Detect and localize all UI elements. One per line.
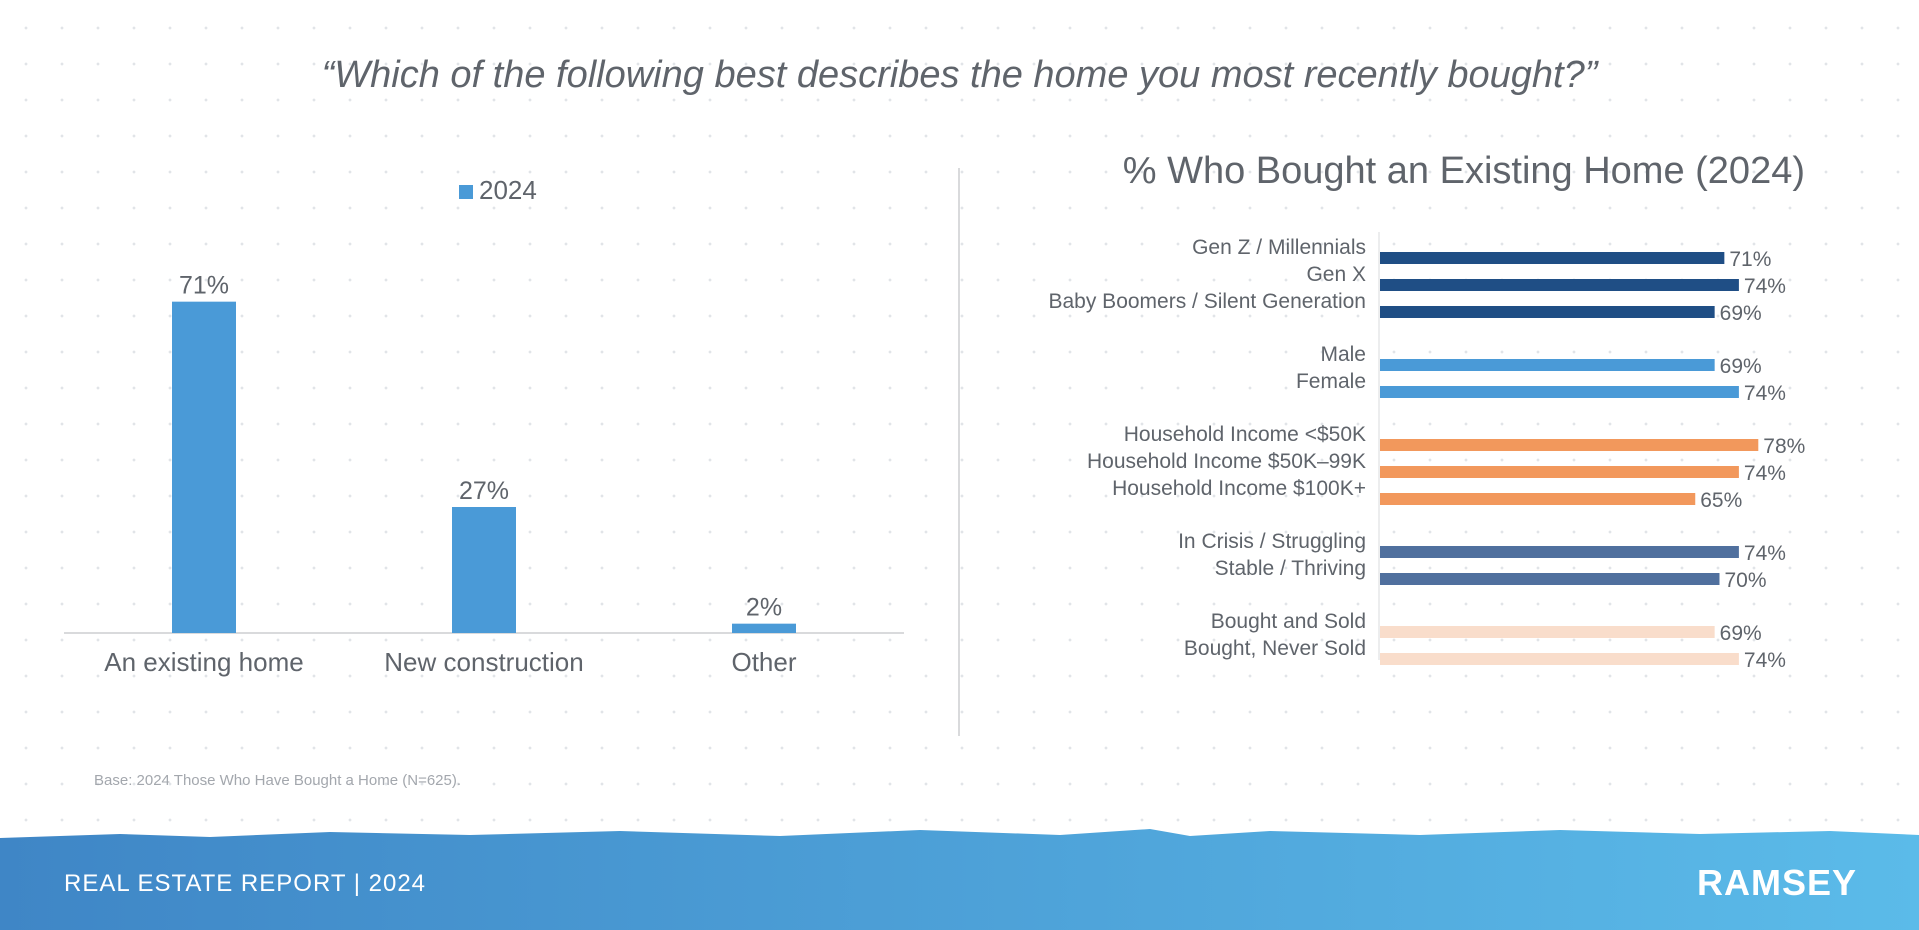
segment-bar-4 [1380,386,1739,398]
segment-bar-10 [1380,626,1715,638]
bar-0 [172,301,236,633]
segment-label-5: Household Income <$50K [1124,423,1366,446]
category-label-1: New construction [384,647,583,677]
category-label-2: Other [731,647,796,677]
segment-value-label-4: 74% [1744,382,1786,405]
chart-answer-distribution: 2024 71% An existing home 27% New constructi… [64,175,904,677]
segment-label-6: Household Income $50K–99K [1087,450,1366,473]
footer-wave-background [0,829,1919,930]
ramsey-logo: RAMSEY [1696,862,1857,903]
segment-value-label-8: 74% [1744,542,1786,565]
segment-bar-2 [1380,306,1715,318]
segment-bar-0 [1380,252,1725,264]
segment-label-11: Bought, Never Sold [1184,637,1366,660]
report-title: REAL ESTATE REPORT | 2024 [64,870,427,897]
bar-value-label-0: 71% [179,272,229,300]
legend-swatch-2024 [459,185,473,199]
segment-value-label-5: 78% [1763,435,1805,458]
segment-bar-6 [1380,466,1739,478]
segment-bar-7 [1380,493,1696,505]
chart-title: % Who Bought an Existing Home (2024) [1123,150,1805,192]
chart-existing-home-by-segment: % Who Bought an Existing Home (2024) Gen … [1048,150,1805,672]
segment-label-8: In Crisis / Struggling [1178,530,1366,553]
segment-bar-3 [1380,359,1715,371]
segment-label-4: Female [1296,370,1366,393]
legend-label-2024: 2024 [479,175,537,205]
segment-bar-1 [1380,279,1739,291]
segment-bar-8 [1380,546,1739,558]
segment-value-label-7: 65% [1700,489,1742,512]
segment-label-0: Gen Z / Millennials [1192,236,1366,259]
segment-bar-9 [1380,573,1720,585]
footer-band [0,820,1919,930]
segment-label-9: Stable / Thriving [1215,557,1366,580]
segment-bar-5 [1380,439,1759,451]
segment-value-label-9: 70% [1725,569,1767,592]
segment-label-10: Bought and Sold [1211,610,1366,633]
category-label-0: An existing home [104,647,303,677]
segment-label-7: Household Income $100K+ [1112,477,1366,500]
segment-value-label-0: 71% [1729,248,1771,271]
segment-value-label-3: 69% [1720,355,1762,378]
bar-value-label-1: 27% [459,477,509,505]
survey-question: “Which of the following best describes t… [321,54,1598,96]
segment-bar-11 [1380,653,1739,665]
bar-value-label-2: 2% [746,594,782,622]
bar-1 [452,507,516,633]
bar-2 [732,623,796,633]
segment-value-label-2: 69% [1720,302,1762,325]
segment-value-label-10: 69% [1720,622,1762,645]
segment-value-label-6: 74% [1744,462,1786,485]
base-footnote: Base: 2024 Those Who Have Bought a Home … [94,772,462,789]
segment-label-1: Gen X [1306,263,1366,286]
segment-label-3: Male [1320,343,1366,366]
segment-value-label-11: 74% [1744,649,1786,672]
chart-divider [958,168,960,736]
segment-value-label-1: 74% [1744,275,1786,298]
segment-label-2: Baby Boomers / Silent Generation [1048,290,1366,313]
